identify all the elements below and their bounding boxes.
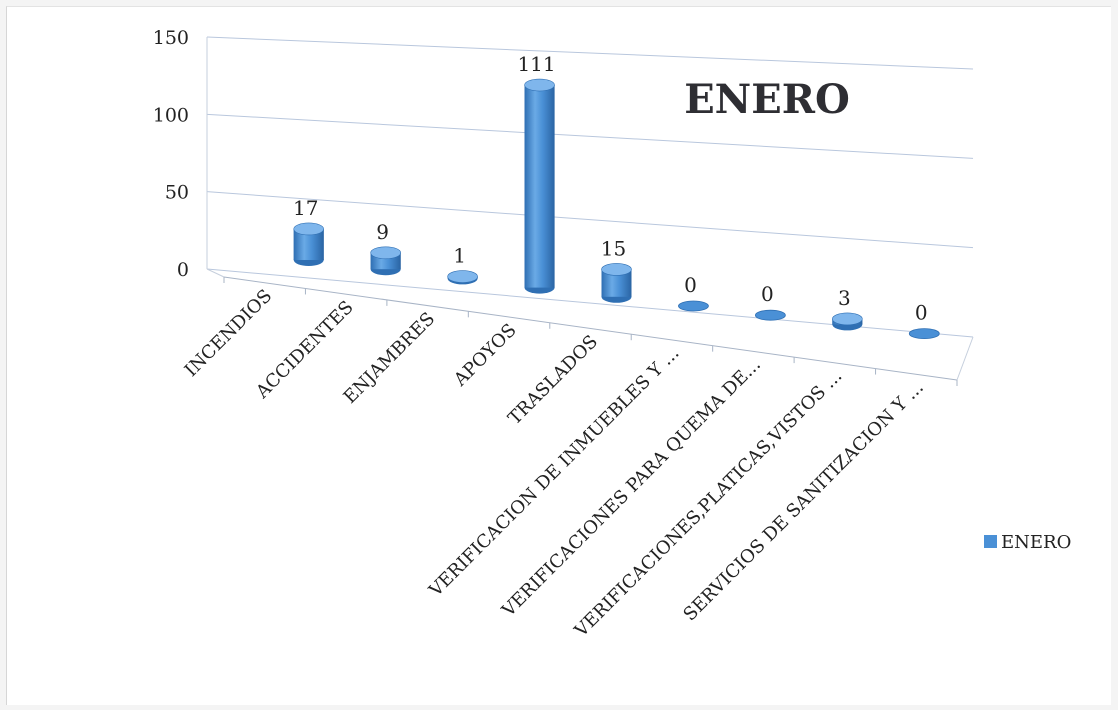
bar: [293, 222, 325, 266]
bar-top: [447, 270, 478, 283]
bar: [754, 309, 786, 321]
axes: [206, 37, 974, 386]
bar-top: [601, 263, 632, 276]
y-tick-label: 100: [153, 104, 189, 126]
gridline: [206, 113, 974, 159]
data-label: 17: [293, 196, 318, 220]
bar-flat: [754, 309, 786, 321]
bar: [908, 328, 940, 340]
x-axis-line: [223, 276, 958, 381]
legend-label: ENERO: [1001, 532, 1071, 553]
data-label: 111: [517, 52, 555, 76]
data-label: 15: [601, 236, 626, 260]
bar-top: [832, 312, 863, 326]
legend: ENERO: [984, 532, 1071, 553]
bar-top: [524, 78, 555, 92]
y-tick-label: 50: [165, 182, 189, 204]
category-label: TRASLADOS: [504, 331, 602, 429]
bar-body-front: [524, 85, 555, 288]
floor-side-edge: [956, 336, 974, 381]
category-label: ACCIDENTES: [251, 297, 357, 403]
bar: [678, 300, 709, 312]
data-label: 0: [915, 301, 928, 325]
category-label: APOYOS: [449, 320, 520, 391]
bar-flat: [908, 328, 940, 340]
chart-frame: 0 50 100 150 17 INCENDIOS 9 ACCIDENTES 1 ENJAMBRE…: [6, 6, 1111, 705]
data-label: 1: [453, 244, 466, 268]
gridlines: [206, 36, 974, 338]
data-label: 0: [684, 273, 697, 297]
floor-side-edge: [206, 268, 225, 278]
bar: [524, 78, 555, 294]
legend-swatch: [984, 535, 997, 548]
chart-svg: 05010015017INCENDIOS9ACCIDENTES1ENJAMBRE…: [153, 27, 1072, 642]
y-tick-label: 0: [177, 259, 189, 281]
bar: [601, 263, 632, 303]
chart-title: ENERO: [684, 76, 850, 123]
bar-top: [370, 246, 401, 260]
data-label: 9: [376, 220, 389, 244]
bar: [447, 270, 478, 285]
bar: [832, 312, 863, 331]
category-label: ENJAMBRES: [340, 308, 440, 408]
bar: [370, 246, 401, 276]
data-label: 3: [838, 286, 851, 310]
gridline: [206, 191, 974, 249]
data-label: 0: [761, 282, 774, 306]
category-label: INCENDIOS: [181, 285, 277, 381]
bars: [293, 78, 940, 340]
bar-top: [293, 222, 325, 236]
bar-flat: [678, 300, 709, 312]
gridline: [206, 36, 974, 70]
y-tick-label: 150: [153, 27, 189, 49]
